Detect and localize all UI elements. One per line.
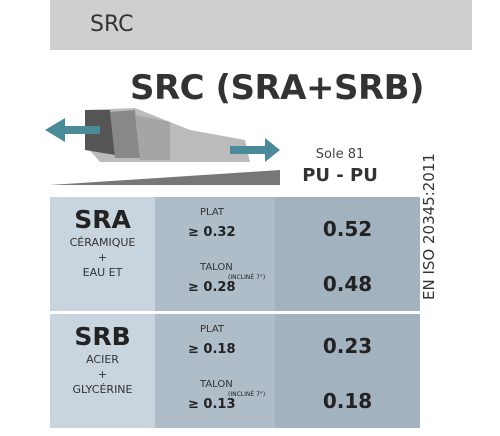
row-desc: ACIER — [86, 353, 119, 366]
shoe-illustration — [45, 108, 280, 185]
row-desc: GLYCÉRINE — [72, 383, 133, 396]
threshold: ≥ 0.18 — [188, 342, 236, 357]
result: 0.52 — [322, 217, 373, 241]
standard: EN ISO 20345:2011 — [420, 153, 438, 300]
row-label-cell — [50, 314, 155, 428]
condition-cell — [155, 197, 275, 311]
condition-label: PLAT — [200, 324, 225, 335]
result-cell — [275, 314, 420, 428]
threshold: ≥ 0.32 — [188, 225, 236, 240]
condition-note: (INCLINÉ 7°) — [228, 274, 266, 281]
header-title: SRC — [90, 12, 134, 37]
row-name: SRB — [74, 322, 131, 351]
condition-label: TALON — [200, 379, 233, 390]
threshold: ≥ 0.28 — [188, 280, 236, 295]
threshold: ≥ 0.13 — [188, 397, 236, 412]
sole-material: PU - PU — [302, 165, 378, 186]
result-cell — [275, 197, 420, 311]
title: SRC (SRA+SRB) — [130, 68, 425, 108]
condition-label: TALON — [200, 262, 233, 273]
header-bar: SRC — [50, 0, 472, 50]
condition-cell — [155, 314, 275, 428]
row-name: SRA — [74, 205, 131, 234]
row-label-cell — [50, 197, 155, 311]
sole-label: Sole 81 — [315, 147, 365, 162]
result: 0.18 — [322, 389, 373, 413]
row-desc: CÉRAMIQUE — [69, 236, 136, 249]
row-desc: + — [97, 251, 108, 264]
result: 0.48 — [322, 272, 373, 296]
condition-note: (INCLINÉ 7°) — [228, 391, 266, 398]
row-desc: + — [97, 368, 108, 381]
condition-label: PLAT — [200, 207, 225, 218]
row-desc: EAU ET — [82, 266, 123, 279]
result: 0.23 — [322, 334, 373, 358]
